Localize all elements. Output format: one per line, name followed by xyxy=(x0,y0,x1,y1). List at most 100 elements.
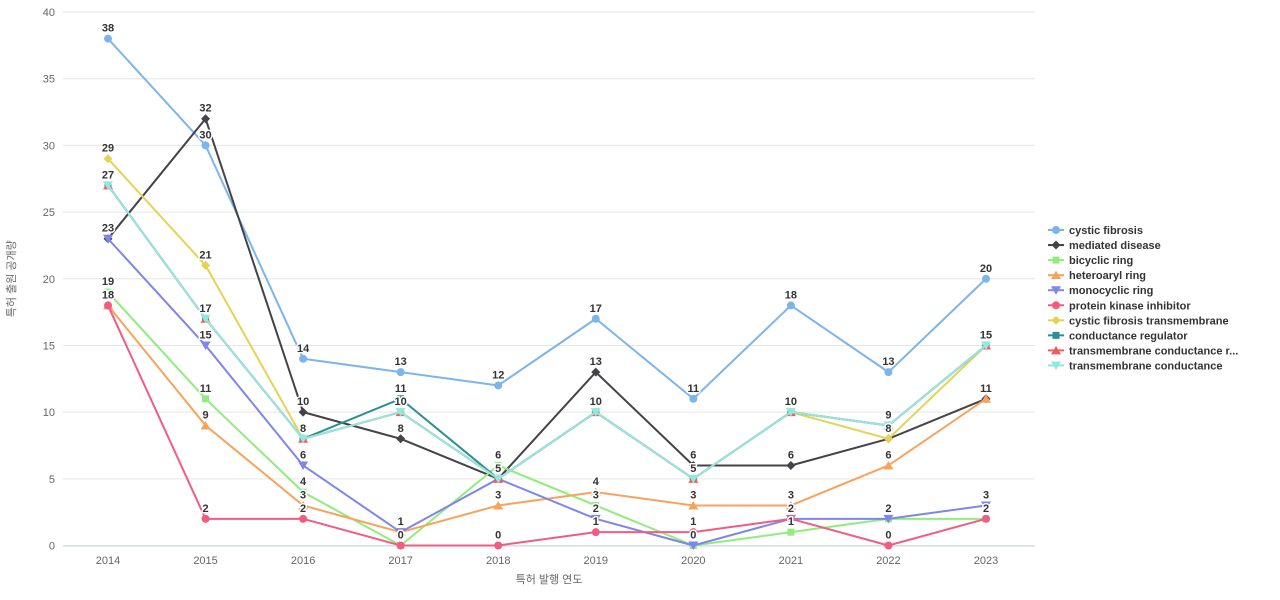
circle-marker-icon[interactable] xyxy=(104,301,112,310)
triangle-marker-icon[interactable] xyxy=(883,460,894,470)
diamond-marker-icon[interactable] xyxy=(396,434,406,444)
circle-marker-icon[interactable] xyxy=(494,381,503,390)
circle-marker-icon[interactable] xyxy=(396,368,405,377)
data-label: 6 xyxy=(885,449,891,461)
data-label: 10 xyxy=(785,396,797,408)
data-label: 1 xyxy=(690,516,696,528)
y-tick-label: 5 xyxy=(49,474,55,486)
data-label: 6 xyxy=(690,449,696,461)
data-label: 29 xyxy=(102,143,114,155)
circle-marker-icon[interactable] xyxy=(104,34,112,43)
data-label: 0 xyxy=(398,530,404,542)
square-marker-icon[interactable] xyxy=(104,288,112,296)
triangle-down-marker-icon[interactable] xyxy=(590,408,601,417)
legend-item-heteroaryl-ring[interactable]: heteroaryl ring xyxy=(1048,270,1146,282)
data-label: 9 xyxy=(202,409,208,421)
data-label: 2 xyxy=(885,503,891,515)
triangle-down-marker-icon[interactable] xyxy=(688,474,699,484)
legend-item-mediated-disease[interactable]: mediated disease xyxy=(1048,240,1161,252)
circle-marker-icon[interactable] xyxy=(689,528,698,537)
legend-item-cystic-fibrosis[interactable]: cystic fibrosis xyxy=(1048,225,1143,237)
diamond-marker-icon[interactable] xyxy=(591,367,601,377)
y-tick-label: 40 xyxy=(43,7,55,19)
circle-marker-icon[interactable] xyxy=(201,514,210,523)
triangle-down-marker-icon[interactable] xyxy=(395,528,406,537)
circle-marker-icon[interactable] xyxy=(786,514,795,523)
circle-marker-icon[interactable] xyxy=(396,541,405,550)
diamond-marker-icon[interactable] xyxy=(786,460,796,470)
square-marker-icon[interactable] xyxy=(299,488,307,496)
y-tick-label: 35 xyxy=(43,74,55,86)
series-monocyclic-ring xyxy=(103,234,991,551)
data-label: 11 xyxy=(395,383,407,395)
circle-marker-icon[interactable] xyxy=(494,541,503,550)
triangle-down-marker-icon[interactable] xyxy=(298,434,309,444)
triangle-down-marker-icon[interactable] xyxy=(103,181,113,190)
data-label: 32 xyxy=(199,103,211,115)
triangle-down-marker-icon[interactable] xyxy=(981,341,991,350)
data-label: 38 xyxy=(102,23,114,35)
circle-marker-icon[interactable] xyxy=(884,368,893,377)
triangle-down-marker-icon[interactable] xyxy=(200,314,211,324)
data-label: 2 xyxy=(983,503,989,515)
square-marker-icon[interactable] xyxy=(494,461,502,469)
series-line xyxy=(107,237,987,547)
square-marker-icon[interactable] xyxy=(202,395,210,403)
legend: cystic fibrosis mediated disease bicyclic … xyxy=(1048,225,1238,372)
y-tick-label: 15 xyxy=(43,340,55,352)
circle-marker-icon[interactable] xyxy=(982,274,990,283)
diamond-marker-icon[interactable] xyxy=(298,407,308,417)
circle-marker-icon[interactable] xyxy=(201,141,210,150)
triangle-down-marker-icon[interactable] xyxy=(493,474,504,484)
diamond-marker-icon[interactable] xyxy=(103,154,113,164)
circle-marker-icon[interactable] xyxy=(689,394,698,403)
legend-label: cystic fibrosis xyxy=(1069,225,1143,237)
legend-item-conductance-regulator[interactable]: conductance regulator xyxy=(1048,330,1188,342)
triangle-down-marker-icon[interactable] xyxy=(590,514,601,524)
circle-marker-icon[interactable] xyxy=(591,528,600,537)
triangle-down-marker-icon[interactable] xyxy=(103,234,113,244)
x-tick-label: 2015 xyxy=(193,555,217,567)
circle-marker-icon[interactable] xyxy=(591,314,600,323)
triangle-down-marker-icon[interactable] xyxy=(200,341,211,350)
legend-item-bicyclic-ring[interactable]: bicyclic ring xyxy=(1048,255,1133,267)
x-tick-label: 2017 xyxy=(388,555,412,567)
diamond-marker-icon[interactable] xyxy=(688,460,698,470)
data-label: 8 xyxy=(885,423,891,435)
triangle-down-marker-icon[interactable] xyxy=(688,541,699,551)
triangle-marker-icon[interactable] xyxy=(590,487,601,497)
data-label: 30 xyxy=(199,129,211,141)
square-marker-icon[interactable] xyxy=(397,395,405,403)
y-axis-title: 특허 출원 공개량 xyxy=(5,240,18,317)
triangle-down-marker-icon[interactable] xyxy=(883,514,894,524)
legend-item-transmembrane-conductance[interactable]: transmembrane conductance xyxy=(1048,360,1222,372)
diamond-marker-icon[interactable] xyxy=(883,434,893,444)
triangle-marker-icon[interactable] xyxy=(688,500,699,510)
data-label: 3 xyxy=(593,489,599,501)
circle-marker-icon[interactable] xyxy=(982,514,990,523)
triangle-down-marker-icon[interactable] xyxy=(395,408,406,417)
triangle-marker-icon[interactable] xyxy=(200,420,211,430)
circle-marker-icon[interactable] xyxy=(299,354,308,363)
diamond-marker-icon[interactable] xyxy=(201,114,211,124)
triangle-down-marker-icon[interactable] xyxy=(883,421,894,430)
legend-item-protein-kinase-inhibitor[interactable]: protein kinase inhibitor xyxy=(1048,300,1191,312)
square-marker-icon[interactable] xyxy=(787,528,795,536)
circle-marker-icon[interactable] xyxy=(884,541,893,550)
triangle-down-marker-icon[interactable] xyxy=(785,408,796,417)
diamond-marker-icon[interactable] xyxy=(201,260,211,270)
triangle-down-marker-icon[interactable] xyxy=(298,461,309,470)
triangle-marker-icon[interactable] xyxy=(493,500,504,510)
legend-item-monocyclic-ring[interactable]: monocyclic ring xyxy=(1048,285,1153,297)
triangle-marker-icon[interactable] xyxy=(298,500,309,510)
circle-marker-icon[interactable] xyxy=(786,301,795,310)
triangle-marker-icon[interactable] xyxy=(785,500,796,510)
legend-label: heteroaryl ring xyxy=(1069,270,1146,282)
data-label: 2 xyxy=(300,503,306,515)
legend-item-transmembrane-conductance-r[interactable]: transmembrane conductance r... xyxy=(1048,345,1238,357)
triangle-marker-icon[interactable] xyxy=(981,394,991,403)
legend-item-cystic-fibrosis-transmembrane[interactable]: cystic fibrosis transmembrane xyxy=(1048,315,1229,327)
square-marker-icon[interactable] xyxy=(592,501,600,509)
circle-marker-icon[interactable] xyxy=(299,514,308,523)
triangle-down-marker-icon[interactable] xyxy=(981,501,991,510)
